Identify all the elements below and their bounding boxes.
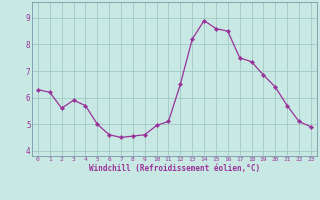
X-axis label: Windchill (Refroidissement éolien,°C): Windchill (Refroidissement éolien,°C)	[89, 164, 260, 173]
